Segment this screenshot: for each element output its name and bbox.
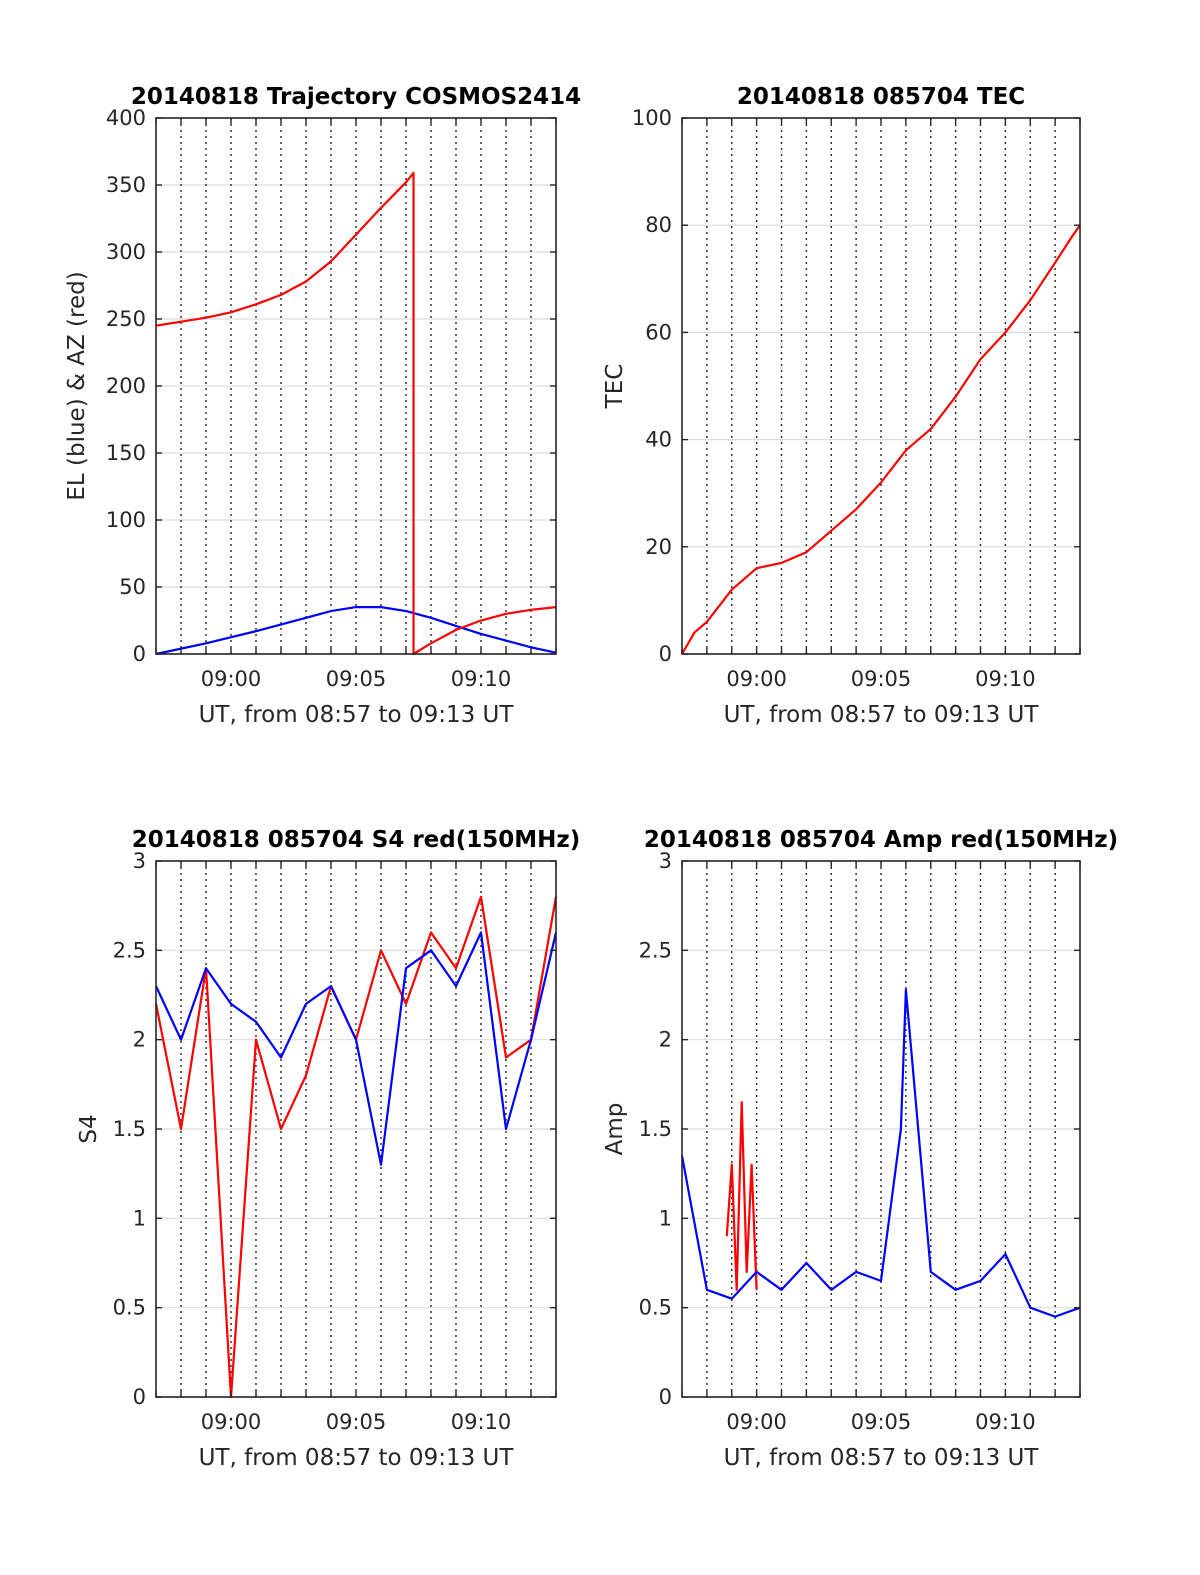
y-tick-label: 100 [106, 508, 146, 532]
y-axis-label: Amp [602, 1103, 628, 1156]
chart-panel-3: 0 0.5 1 1.5 2 2.5 3 09:00 09:05 09:10 20140818 085… [76, 827, 580, 1471]
y-tick-label: 250 [106, 307, 146, 331]
y-tick-label: 1 [133, 1206, 146, 1230]
x-tick-label: 09:10 [451, 667, 512, 691]
y-tick-label: 80 [645, 213, 672, 237]
chart-title: 20140818 085704 Amp red(150MHz) [644, 827, 1118, 853]
series-line-blue [155, 605, 557, 656]
x-axis-label: UT, from 08:57 to 09:13 UT [199, 1445, 515, 1471]
x-tick-label: 09:05 [851, 667, 912, 691]
plot-frame [681, 117, 1081, 655]
x-tick-label: 09:05 [326, 667, 387, 691]
series-line-red [155, 171, 557, 656]
y-tick-label: 1.5 [639, 1117, 672, 1141]
series-line-blue [680, 988, 1081, 1318]
y-tick-label: 300 [106, 240, 146, 264]
chart-panel-2: 0 20 40 60 80 100 09:00 09:05 09:10 20140818 0857… [602, 84, 1081, 728]
y-axis-label: S4 [76, 1114, 102, 1143]
chart-panel-1: 0 50 100 150 200 250 300 350 400 09:00 09:05 09:10 2… [64, 84, 581, 728]
y-tick-label: 150 [106, 441, 146, 465]
x-tick-label: 09:00 [201, 1410, 262, 1434]
x-axis-label: UT, from 08:57 to 09:13 UT [199, 702, 515, 728]
y-tick-label: 2.5 [113, 938, 146, 962]
x-tick-label: 09:05 [326, 1410, 387, 1434]
chart-panel-4: 0 0.5 1 1.5 2 2.5 3 09:00 09:05 09:10 20140818 085… [602, 827, 1118, 1471]
y-tick-label: 40 [645, 428, 672, 452]
x-tick-label: 09:10 [451, 1410, 512, 1434]
y-tick-label: 20 [645, 535, 672, 559]
x-axis-label: UT, from 08:57 to 09:13 UT [724, 1445, 1040, 1471]
y-tick-label: 0 [659, 1385, 672, 1409]
y-tick-label: 100 [632, 106, 672, 130]
y-axis-label: TEC [602, 364, 628, 410]
y-tick-label: 0 [659, 642, 672, 666]
chart-title: 20140818 Trajectory COSMOS2414 [131, 84, 581, 110]
y-tick-label: 2 [133, 1028, 146, 1052]
series-line-red [154, 895, 558, 1399]
chart-title: 20140818 085704 TEC [737, 84, 1025, 110]
y-tick-label: 0 [133, 1385, 146, 1409]
x-axis-label: UT, from 08:57 to 09:13 UT [724, 702, 1040, 728]
y-tick-label: 0.5 [113, 1296, 146, 1320]
y-tick-label: 1 [659, 1206, 672, 1230]
x-tick-label: 09:10 [975, 667, 1036, 691]
y-tick-label: 1.5 [113, 1117, 146, 1141]
chart-title: 20140818 085704 S4 red(150MHz) [132, 827, 581, 853]
x-tick-label: 09:10 [975, 1410, 1036, 1434]
series-line-blue [155, 931, 558, 1166]
y-tick-label: 60 [645, 320, 672, 344]
x-tick-label: 09:05 [851, 1410, 912, 1434]
series-line-red [681, 224, 1081, 655]
y-tick-label: 350 [106, 173, 146, 197]
y-tick-label: 200 [106, 374, 146, 398]
series-line-red [725, 1101, 758, 1291]
y-tick-label: 400 [106, 106, 146, 130]
x-tick-label: 09:00 [726, 1410, 787, 1434]
y-tick-label: 2.5 [639, 938, 672, 962]
x-tick-label: 09:00 [726, 667, 787, 691]
y-tick-label: 0.5 [639, 1296, 672, 1320]
x-tick-label: 09:00 [201, 667, 262, 691]
y-tick-label: 0 [133, 642, 146, 666]
y-axis-label: EL (blue) & AZ (red) [64, 271, 90, 500]
y-tick-label: 2 [659, 1028, 672, 1052]
y-tick-label: 3 [133, 849, 146, 873]
y-tick-label: 50 [119, 575, 146, 599]
y-tick-label: 3 [659, 849, 672, 873]
